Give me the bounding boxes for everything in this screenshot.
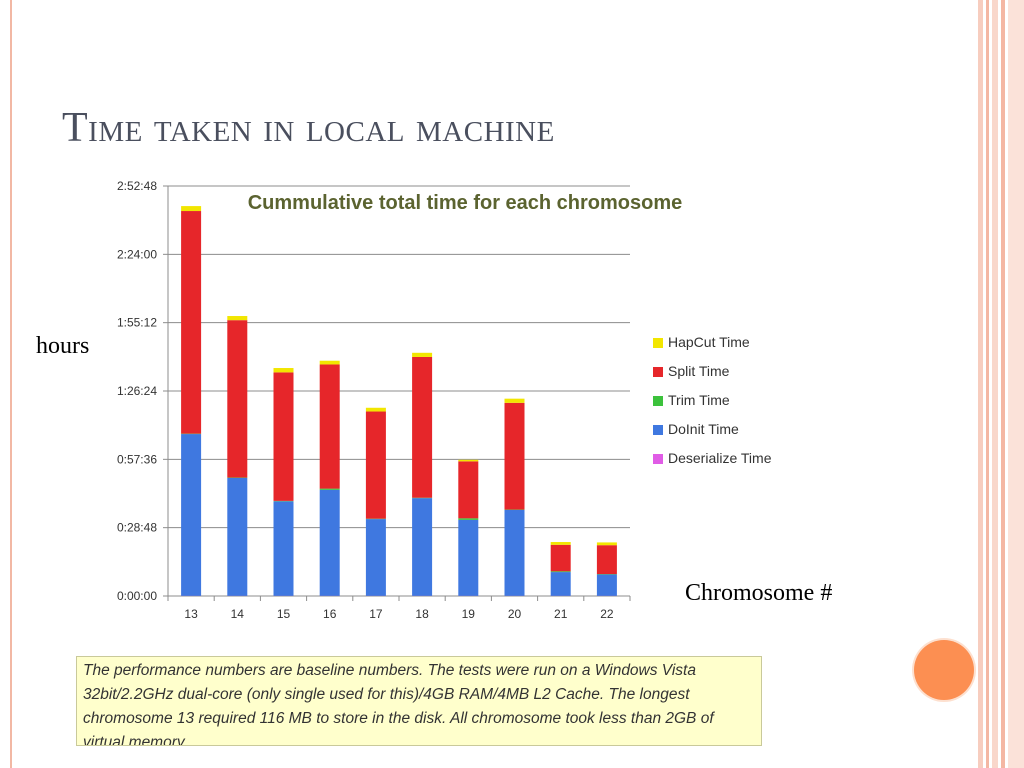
- y-tick-label: 2:52:48: [117, 179, 157, 193]
- legend-label: Trim Time: [668, 392, 730, 408]
- bar-segment-hapcut-time: [319, 360, 340, 365]
- bar-segment-hapcut-time: [181, 206, 202, 212]
- decor-stripe: [1001, 0, 1005, 768]
- bar-segment-split-time: [227, 320, 248, 478]
- x-tick-label: 20: [508, 607, 522, 621]
- legend-label: Split Time: [668, 363, 730, 379]
- legend-swatch: [653, 396, 663, 406]
- x-tick-label: 17: [369, 607, 383, 621]
- bar-segment-split-time: [458, 461, 479, 519]
- bar-segment-hapcut-time: [596, 542, 617, 546]
- legend-swatch: [653, 338, 663, 348]
- bar-segment-hapcut-time: [365, 407, 386, 412]
- decor-stripe: [986, 0, 989, 768]
- decor-stripe: [978, 0, 983, 768]
- bar-segment-hapcut-time: [227, 316, 248, 321]
- legend-label: Deserialize Time: [668, 450, 772, 466]
- x-tick-label: 22: [600, 607, 614, 621]
- bar-segment-split-time: [596, 545, 617, 575]
- note-box: The performance numbers are baseline num…: [76, 656, 762, 746]
- bar-segment-hapcut-time: [273, 368, 294, 373]
- legend-swatch: [653, 454, 663, 464]
- x-tick-label: 15: [277, 607, 291, 621]
- bar-segment-trim-time: [550, 571, 571, 573]
- bar-segment-doinit-time: [550, 572, 571, 596]
- x-tick-label: 16: [323, 607, 337, 621]
- bar-segment-hapcut-time: [504, 398, 525, 403]
- x-axis: 13 14 15 16 17 18 19 20 21 22: [167, 186, 631, 621]
- x-tick-label: 18: [415, 607, 429, 621]
- bar-segment-split-time: [319, 364, 340, 489]
- bars: [181, 206, 617, 596]
- bar-segment-doinit-time: [412, 498, 433, 596]
- x-tick-label: 14: [231, 607, 245, 621]
- bar-segment-doinit-time: [458, 519, 479, 596]
- slide-title: Time taken in local machine: [62, 105, 555, 151]
- bar-segment-hapcut-time: [550, 542, 571, 545]
- bar-segment-split-time: [273, 372, 294, 501]
- decor-orb: [914, 640, 974, 700]
- legend-label: DoInit Time: [668, 421, 739, 437]
- bar-segment-split-time: [550, 544, 571, 572]
- bar-segment-split-time: [181, 211, 202, 434]
- x-tick-label: 13: [184, 607, 198, 621]
- y-tick-label: 1:55:12: [117, 316, 157, 330]
- bar-segment-trim-time: [319, 488, 340, 490]
- bar-segment-split-time: [504, 402, 525, 510]
- x-tick-label: 21: [554, 607, 568, 621]
- bar-segment-doinit-time: [596, 574, 617, 596]
- y-tick-label: 1:26:24: [117, 384, 157, 398]
- legend-swatch: [653, 425, 663, 435]
- y-tick-label: 2:24:00: [117, 247, 157, 261]
- y-tick-label: 0:00:00: [117, 589, 157, 603]
- legend: HapCut Time Split Time Trim Time DoInit Tim…: [653, 334, 772, 466]
- bar-segment-doinit-time: [504, 509, 525, 596]
- bar-segment-doinit-time: [273, 501, 294, 596]
- bar-segment-hapcut-time: [412, 352, 433, 357]
- bar-segment-split-time: [365, 411, 386, 519]
- bar-segment-doinit-time: [227, 477, 248, 596]
- bar-segment-split-time: [412, 356, 433, 498]
- bar-segment-doinit-time: [365, 519, 386, 596]
- decor-stripe: [1008, 0, 1024, 768]
- left-frame-line: [10, 0, 12, 768]
- bar-segment-doinit-time: [319, 489, 340, 596]
- bar-segment-trim-time: [458, 518, 479, 520]
- legend-swatch: [653, 367, 663, 377]
- y-axis-side-label: hours: [36, 333, 90, 359]
- y-tick-label: 0:28:48: [117, 521, 157, 535]
- legend-label: HapCut Time: [668, 334, 750, 350]
- bar-segment-hapcut-time: [458, 459, 479, 462]
- y-tick-label: 0:57:36: [117, 452, 157, 466]
- y-axis-ticks: 0:00:00 0:28:48 0:57:36 1:26:24 1:55:12 2:24:…: [117, 179, 168, 603]
- x-tick-label: 19: [462, 607, 476, 621]
- bar-segment-doinit-time: [181, 434, 202, 596]
- decor-stripe: [992, 0, 998, 768]
- x-axis-side-label: Chromosome #: [685, 580, 833, 606]
- chart-title: Cummulative total time for each chromoso…: [248, 192, 683, 214]
